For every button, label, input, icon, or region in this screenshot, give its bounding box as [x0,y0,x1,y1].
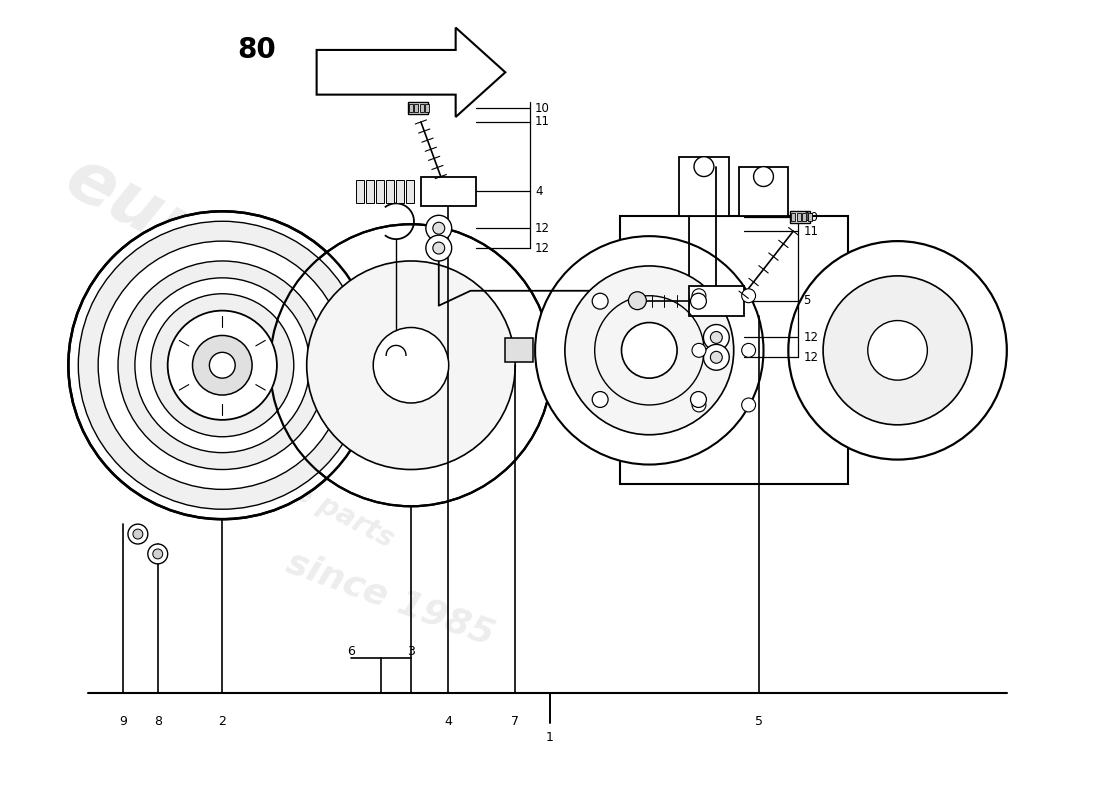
Text: eurospares: eurospares [54,143,490,418]
Bar [408,102,428,114]
Circle shape [307,261,515,470]
Text: 6: 6 [348,645,355,658]
Circle shape [741,343,756,358]
Circle shape [691,294,706,309]
Circle shape [621,322,678,378]
Bar [409,104,412,112]
Text: 12: 12 [535,242,550,254]
Circle shape [565,266,734,434]
Circle shape [789,241,1006,459]
Text: 12: 12 [803,331,818,344]
Bar [679,157,728,216]
Text: 80: 80 [238,37,276,65]
Circle shape [592,294,608,309]
Circle shape [153,549,163,559]
Circle shape [167,310,277,420]
Bar [406,179,414,203]
Bar [505,338,534,362]
Bar [420,104,424,112]
Circle shape [68,211,376,519]
Bar [366,179,374,203]
Circle shape [151,294,294,437]
Circle shape [147,544,167,564]
Circle shape [703,344,729,370]
Bar [421,177,475,206]
Bar [689,286,744,315]
Circle shape [118,261,327,470]
Bar [802,214,806,222]
Bar [426,104,429,112]
Text: 12: 12 [535,222,550,234]
Text: 7: 7 [512,714,519,728]
Bar [415,104,418,112]
Polygon shape [619,216,848,485]
Circle shape [432,242,444,254]
Bar [790,211,811,223]
Circle shape [98,241,346,490]
Text: 4: 4 [535,185,542,198]
Circle shape [426,215,452,241]
Text: 8: 8 [154,714,162,728]
Bar [356,179,364,203]
Circle shape [692,289,706,302]
Circle shape [192,335,252,395]
Text: since 1985: since 1985 [282,546,499,652]
Text: 2: 2 [219,714,227,728]
Circle shape [133,529,143,539]
Circle shape [592,391,608,407]
Circle shape [373,327,449,403]
Text: 1: 1 [546,731,554,744]
Text: 10: 10 [803,210,818,224]
Text: all porsche parts: all porsche parts [153,406,398,554]
Circle shape [741,289,756,302]
Text: 11: 11 [535,115,550,129]
Circle shape [823,276,972,425]
Bar [376,179,384,203]
Circle shape [426,235,452,261]
Circle shape [432,222,444,234]
Circle shape [754,166,773,186]
Text: 3: 3 [407,645,415,658]
Text: 9: 9 [119,714,126,728]
Circle shape [135,278,310,453]
Bar [807,214,812,222]
Text: 5: 5 [803,294,811,307]
Text: 12: 12 [803,350,818,364]
Circle shape [711,331,723,343]
Text: 10: 10 [535,102,550,114]
Circle shape [128,524,147,544]
Circle shape [694,157,714,177]
Circle shape [692,343,706,358]
Circle shape [209,352,235,378]
Circle shape [692,398,706,412]
Circle shape [270,224,552,506]
Text: 5: 5 [755,714,762,728]
Bar [739,166,789,216]
Circle shape [868,321,927,380]
Circle shape [78,222,366,510]
Circle shape [535,236,763,465]
Bar [796,214,801,222]
Circle shape [741,398,756,412]
Bar [791,214,795,222]
Bar [386,179,394,203]
Circle shape [711,351,723,363]
Text: 4: 4 [444,714,452,728]
Text: 11: 11 [803,225,818,238]
Bar [396,179,404,203]
Circle shape [691,391,706,407]
Circle shape [703,325,729,350]
Circle shape [628,292,647,310]
